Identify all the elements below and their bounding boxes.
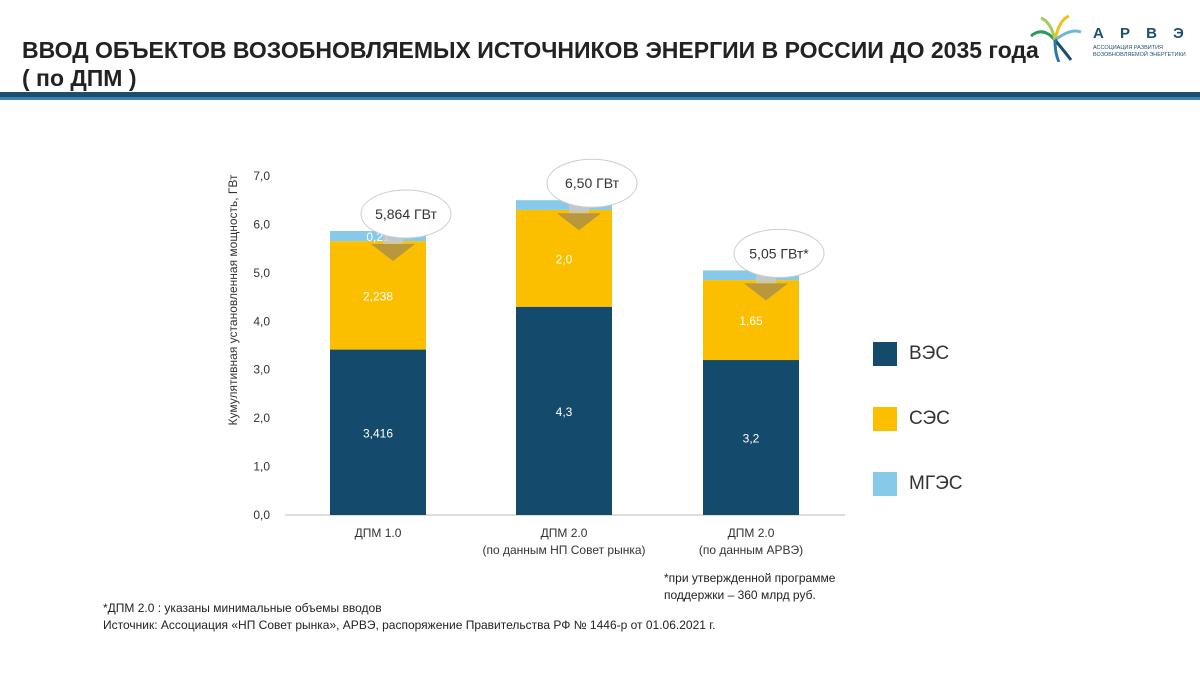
data-label: 3,2 xyxy=(743,432,760,446)
legend-swatch xyxy=(873,342,897,366)
total-bubble xyxy=(360,189,452,239)
header-divider xyxy=(0,92,1200,97)
bar-segment-СЭС xyxy=(703,280,799,361)
svg-text:А Р В Э: А Р В Э xyxy=(1093,25,1190,42)
title-line-2: ( по ДПМ ) xyxy=(22,65,137,91)
data-label: 2,238 xyxy=(363,289,393,303)
bar-segment-МГЭС xyxy=(330,231,426,242)
source-note: Источник: Ассоциация «НП Совет рынка», А… xyxy=(103,618,716,632)
total-label: 6,50 ГВт xyxy=(565,175,620,191)
bar-segment-СЭС xyxy=(330,241,426,350)
legend-label: МГЭС xyxy=(909,473,963,494)
arrow-icon xyxy=(744,283,788,301)
x-tick-sublabel: (по данным АРВЭ) xyxy=(699,543,803,557)
asterisk-note: *при утвержденной программе поддержки – … xyxy=(664,571,836,602)
bar-segment-МГЭС xyxy=(516,200,612,210)
y-tick-label: 3,0 xyxy=(253,363,270,377)
svg-text:АССОЦИАЦИЯ РАЗВИТИЯ: АССОЦИАЦИЯ РАЗВИТИЯ xyxy=(1093,45,1163,51)
data-label: 2,0 xyxy=(556,252,573,266)
arrow-icon xyxy=(557,213,601,231)
bar-segment-МГЭС xyxy=(703,270,799,281)
legend-item-mges: МГЭС xyxy=(873,472,963,496)
x-tick-label: ДПМ 2.0 xyxy=(541,526,588,540)
total-label: 5,864 ГВт xyxy=(375,206,437,222)
x-tick-label: ДПМ 1.0 xyxy=(355,526,402,540)
y-tick-label: 4,0 xyxy=(253,314,270,328)
bar-segment-ВЭС xyxy=(330,349,426,515)
y-tick-label: 1,0 xyxy=(253,460,270,474)
data-label: 3,416 xyxy=(363,426,393,440)
footnote: *ДПМ 2.0 : указаны минимальные объемы вв… xyxy=(103,601,382,615)
data-label: 1,65 xyxy=(739,314,763,328)
y-tick-label: 7,0 xyxy=(253,169,270,183)
total-bubble xyxy=(733,228,825,278)
y-tick-label: 2,0 xyxy=(253,411,270,425)
arrow-icon xyxy=(371,244,415,262)
x-tick-label: ДПМ 2.0 xyxy=(728,526,775,540)
bar-segment-ВЭС xyxy=(516,306,612,515)
legend-label: ВЭС xyxy=(909,343,950,364)
svg-text:ВОЗОБНОВЛЯЕМОЙ ЭНЕРГЕТИКИ: ВОЗОБНОВЛЯЕМОЙ ЭНЕРГЕТИКИ xyxy=(1093,50,1186,58)
y-tick-label: 0,0 xyxy=(253,508,270,522)
legend-swatch xyxy=(873,407,897,431)
legend-label: СЭС xyxy=(909,408,950,429)
bar-segment-ВЭС xyxy=(703,360,799,515)
y-tick-label: 5,0 xyxy=(253,266,270,280)
y-tick-label: 6,0 xyxy=(253,217,270,231)
legend-swatch xyxy=(873,472,897,496)
y-axis-label: Кумулятивная установленная мощность, ГВт xyxy=(226,174,240,426)
legend-item-ves: ВЭС xyxy=(873,342,949,366)
logo-icon: А Р В Э АССОЦИАЦИЯ РАЗВИТИЯ ВОЗОБНОВЛЯЕМ… xyxy=(1030,14,1190,63)
header-divider-light xyxy=(0,97,1200,100)
arve-logo: А Р В Э АССОЦИАЦИЯ РАЗВИТИЯ ВОЗОБНОВЛЯЕМ… xyxy=(1025,12,1200,63)
legend-item-ses: СЭС xyxy=(873,407,950,431)
page-title: ВВОД ОБЪЕКТОВ ВОЗОБНОВЛЯЕМЫХ ИСТОЧНИКОВ … xyxy=(22,36,1039,92)
x-tick-sublabel: (по данным НП Совет рынка) xyxy=(482,543,645,557)
total-label: 5,05 ГВт* xyxy=(749,245,809,261)
total-bubble xyxy=(546,158,638,208)
data-label: 4,3 xyxy=(556,405,573,419)
bar-segment-СЭС xyxy=(516,209,612,307)
title-line-1: ВВОД ОБЪЕКТОВ ВОЗОБНОВЛЯЕМЫХ ИСТОЧНИКОВ … xyxy=(22,37,1039,63)
